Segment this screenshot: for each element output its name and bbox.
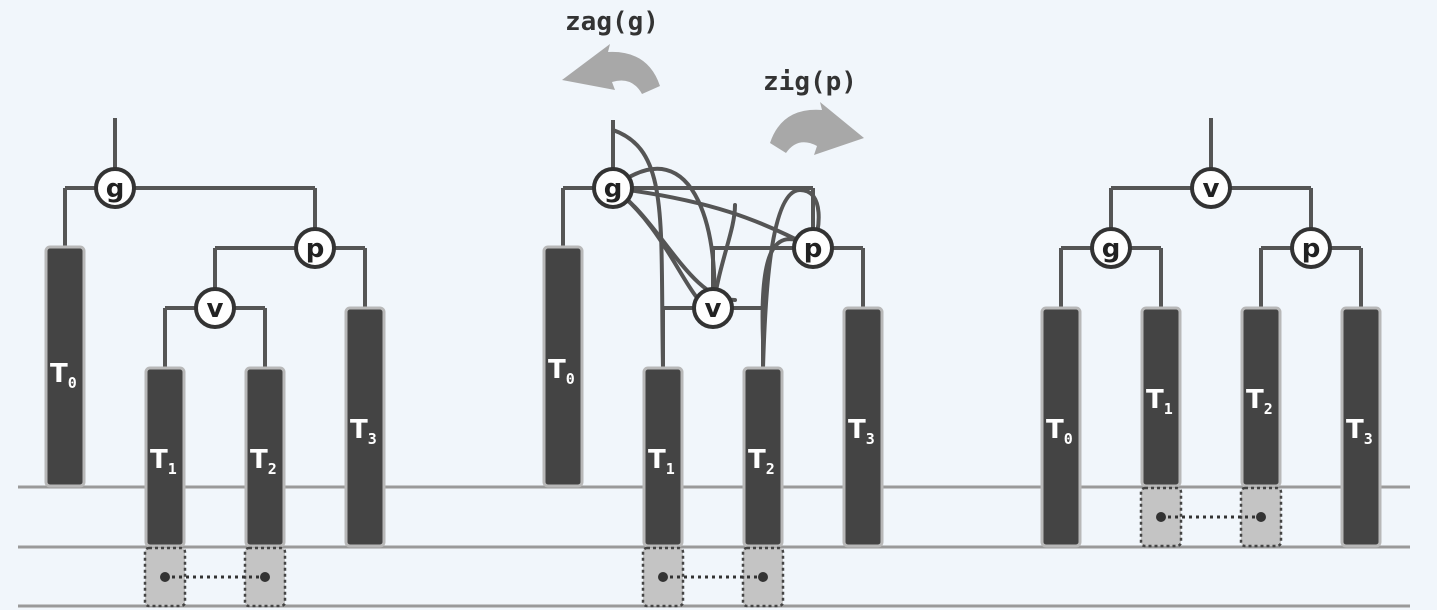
subtree-t3 (344, 306, 386, 548)
subtree-t2 (742, 366, 784, 548)
node-circle-g (1090, 227, 1132, 269)
rotation-label-zig: zig(p) (763, 67, 857, 97)
subtree-t3 (842, 306, 884, 548)
subtree-t2 (244, 366, 286, 548)
tree-edges (1059, 118, 1363, 308)
subtree-t0 (44, 245, 86, 488)
panel-during: T0 T1 T2 T3 g p v zag(g) zig(p) (542, 7, 884, 608)
subtree-t1 (1140, 306, 1182, 488)
node-circle-p (294, 227, 336, 269)
node-circle-v (692, 287, 734, 329)
node-label-p: p (804, 234, 823, 264)
rotation-trace (761, 187, 821, 370)
placeholder-dot-left (160, 572, 170, 582)
subtree-label-t2: T2 (1246, 385, 1273, 418)
rotation-label-zag: zag(g) (565, 7, 659, 37)
subtree-label-t1: T1 (648, 445, 675, 478)
node-circle-v (1190, 167, 1232, 209)
subtree-t0 (1040, 306, 1082, 548)
placeholder-dot-left (1156, 512, 1166, 522)
rotate-left-arrow-icon (562, 44, 660, 94)
node-circle-p (1290, 227, 1332, 269)
subtree-t1 (642, 366, 684, 548)
subtree-t3 (1340, 306, 1382, 548)
subtree-label-t3: T3 (350, 415, 377, 448)
subtree-label-t1: T1 (1146, 385, 1173, 418)
node-label-p: p (306, 234, 325, 264)
subtree-label-t1: T1 (150, 445, 177, 478)
subtree-label-t0: T0 (1046, 415, 1073, 448)
subtree-label-t2: T2 (250, 445, 277, 478)
panel-after: T0 T1 T2 T3 v g p (1040, 118, 1382, 548)
subtree-label-t0: T0 (548, 355, 575, 388)
placeholder-dot-right (260, 572, 270, 582)
node-label-v: v (207, 294, 224, 324)
node-circle-p (792, 227, 834, 269)
node-label-g: g (604, 174, 623, 204)
node-label-v: v (705, 294, 722, 324)
node-label-p: p (1302, 234, 1321, 264)
rotation-trace (611, 128, 665, 370)
subtree-t2 (1240, 306, 1282, 488)
node-label-g: g (1102, 234, 1121, 264)
node-circle-g (592, 167, 634, 209)
rotate-right-arrow-icon (770, 102, 864, 155)
node-label-v: v (1203, 174, 1220, 204)
node-circle-v (194, 287, 236, 329)
subtree-label-t3: T3 (848, 415, 875, 448)
subtree-label-t2: T2 (748, 445, 775, 478)
placeholder-dot-right (1256, 512, 1266, 522)
node-circle-g (94, 167, 136, 209)
subtree-t1 (144, 366, 186, 548)
panel-before: T0 T1 T2 T3 g p v (44, 118, 386, 608)
subtree-label-t0: T0 (50, 359, 77, 392)
placeholder-dot-right (758, 572, 768, 582)
subtree-label-t3: T3 (1346, 415, 1373, 448)
node-label-g: g (106, 174, 125, 204)
placeholder-dot-left (658, 572, 668, 582)
rotation-trace (611, 167, 717, 310)
subtree-t0 (542, 245, 584, 488)
